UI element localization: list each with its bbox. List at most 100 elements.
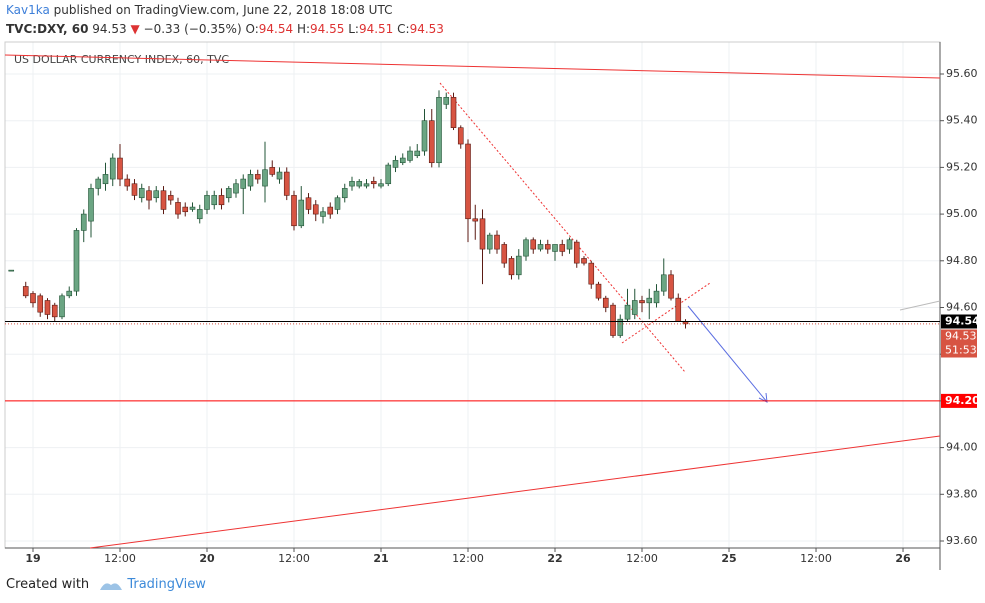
x-tick-label: 26	[895, 552, 911, 565]
candle-body	[501, 244, 508, 264]
author[interactable]: Kav1ka	[6, 3, 50, 17]
candle-body	[392, 160, 399, 168]
candle-body	[573, 241, 580, 264]
candle-body	[378, 183, 384, 187]
candle-body	[80, 213, 87, 231]
candle-body	[472, 218, 479, 222]
candle-body	[675, 297, 682, 322]
candle-body	[8, 269, 15, 272]
down-arrow: ▼	[130, 22, 140, 36]
y-tick-label: 95.20	[946, 160, 978, 173]
candles	[8, 90, 689, 338]
candle-body	[175, 202, 181, 215]
grid	[5, 42, 940, 548]
candle-body	[494, 234, 500, 250]
candle-body	[421, 120, 428, 152]
candle-body	[610, 304, 616, 336]
y-tick-label: 93.80	[946, 487, 978, 500]
candle-body	[566, 239, 573, 250]
candle-body	[109, 157, 116, 180]
candle-body	[153, 190, 160, 199]
publish-line: Kav1ka published on TradingView.com, Jun…	[6, 3, 392, 17]
candle-body	[211, 195, 218, 206]
candle-body	[160, 190, 167, 210]
candle-body	[95, 178, 102, 189]
plot-frame	[4, 41, 941, 549]
candle-body	[479, 218, 486, 250]
candle-body	[269, 167, 276, 175]
candle-body	[646, 297, 653, 304]
candle-body	[37, 295, 44, 313]
price-badge-label: 94.54	[945, 315, 980, 328]
candle-body	[247, 174, 254, 187]
candle-body	[363, 183, 370, 187]
candle-body	[581, 258, 587, 264]
candle-body	[44, 300, 51, 315]
candle-body	[124, 178, 131, 187]
chart: US DOLLAR CURRENCY INDEX, 60, TVC 93.609…	[4, 41, 980, 570]
trend-line	[899, 300, 941, 311]
candle-body	[486, 234, 493, 250]
l: 94.51	[358, 22, 394, 36]
x-tick-label: 12:00	[452, 552, 484, 565]
symbol-line: TVC:DXY, 60 94.53 ▼ −0.33 (−0.35%) O:94.…	[6, 22, 444, 36]
y-tick-label: 95.00	[946, 207, 978, 220]
candle-body	[88, 188, 94, 222]
candle-body	[262, 169, 268, 187]
candle-body	[552, 244, 558, 252]
candle-body	[414, 150, 421, 157]
candle-body	[138, 188, 145, 199]
candle-body	[660, 274, 667, 292]
candle-body	[30, 293, 36, 304]
last: 94.53	[92, 22, 127, 36]
created: Created with	[6, 577, 90, 592]
candle-body	[196, 209, 203, 220]
candle-body	[117, 157, 123, 180]
brand[interactable]: TradingView	[127, 577, 206, 592]
candle-body	[327, 206, 334, 215]
candle-body	[530, 239, 537, 250]
x-tick-label: 21	[373, 552, 388, 565]
candle-body	[617, 318, 624, 336]
h: 94.55	[310, 22, 345, 36]
candle-body	[204, 195, 210, 210]
candle-body	[639, 300, 645, 304]
candle-body	[240, 178, 247, 189]
candle-body	[450, 97, 457, 128]
candle-body	[399, 157, 406, 164]
candle-body	[653, 290, 660, 304]
candle-body	[182, 206, 189, 213]
candle-body	[305, 197, 312, 210]
c-label: C:	[397, 22, 410, 36]
footer: Created with TradingView	[6, 577, 206, 592]
candle-body	[588, 262, 595, 285]
candle-body	[349, 181, 355, 187]
candle-body	[189, 206, 196, 210]
candle-body	[218, 195, 225, 206]
c: 94.53	[409, 22, 444, 36]
change: −0.33 (−0.35%)	[143, 22, 242, 36]
price-badge	[941, 393, 977, 408]
x-tick-label: 22	[547, 552, 562, 565]
candle-body	[436, 97, 442, 164]
candle-body	[407, 150, 413, 161]
x-tick-label: 12:00	[800, 552, 832, 565]
candle-body	[356, 181, 363, 187]
candle-body	[624, 304, 631, 320]
x-tick-label: 12:00	[104, 552, 136, 565]
candle-body	[341, 188, 348, 199]
candle-body	[66, 290, 73, 297]
candle-body	[523, 239, 529, 257]
candle-body	[443, 97, 450, 105]
y-tick-label: 95.40	[946, 114, 978, 127]
candle-body	[233, 183, 239, 194]
candle-body	[457, 127, 464, 145]
candle-body	[254, 174, 261, 180]
x-tick-label: 12:00	[626, 552, 658, 565]
y-tick-label: 94.80	[946, 254, 978, 267]
x-tick-label: 12:00	[278, 552, 310, 565]
price-badge-label: 94.20	[945, 394, 980, 407]
candle-body	[668, 274, 674, 299]
published: published on TradingView.com, June 22, 2…	[53, 3, 393, 17]
